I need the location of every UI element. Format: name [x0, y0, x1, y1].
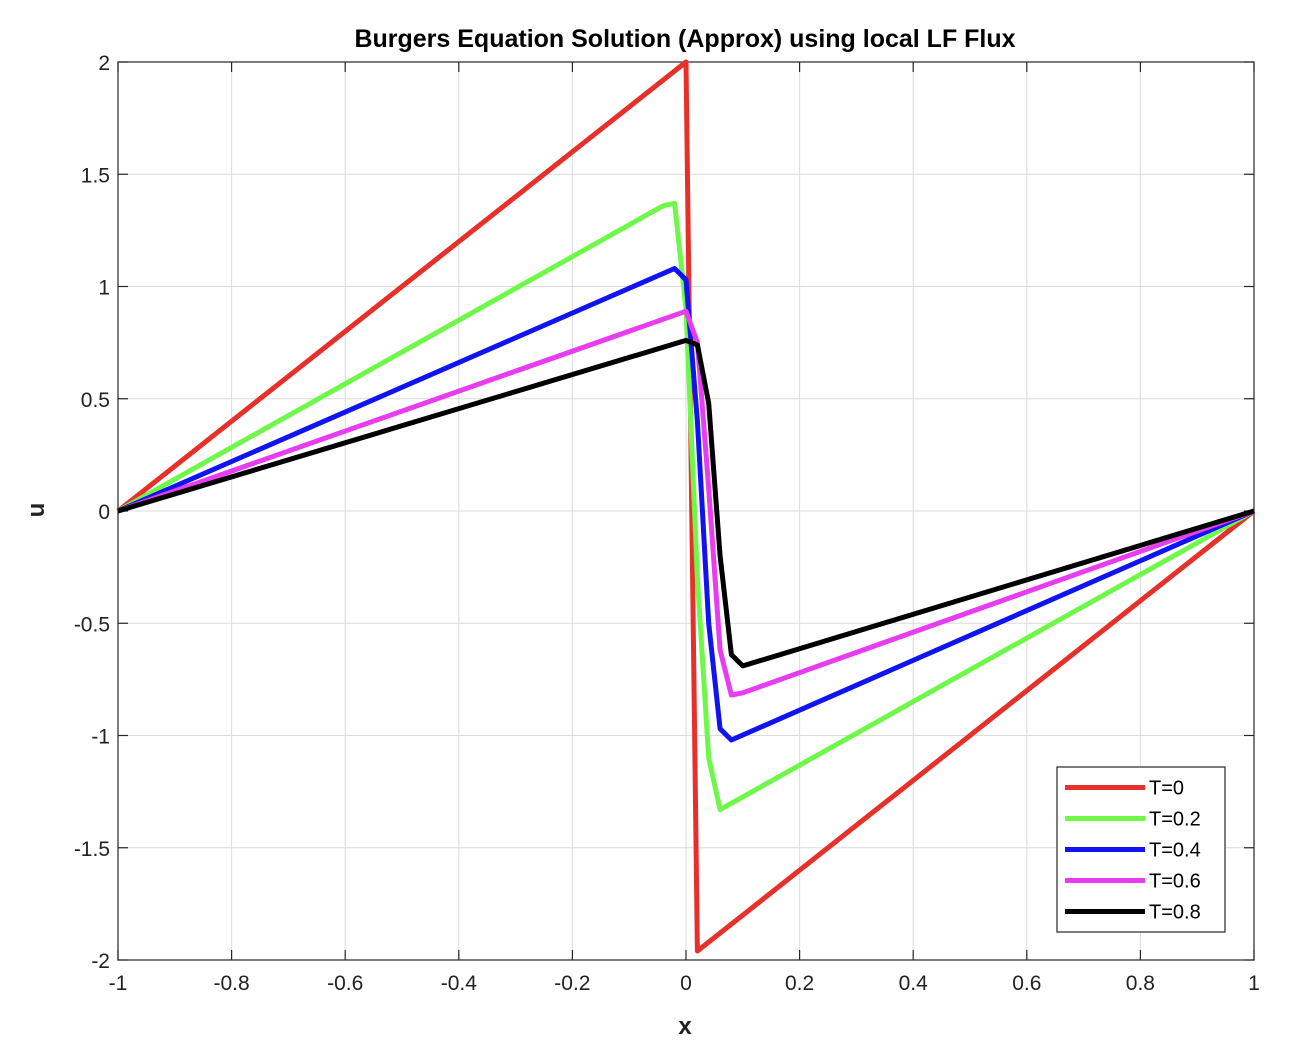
y-axis-label: u	[23, 503, 50, 518]
y-tick-label: -1.5	[74, 838, 110, 861]
x-tick-label: -1	[109, 972, 128, 995]
x-tick-label: -0.6	[327, 972, 363, 995]
chart-title: Burgers Equation Solution (Approx) using…	[354, 25, 1015, 53]
y-tick-label: -0.5	[74, 613, 110, 636]
legend-label-3: T=0.6	[1149, 871, 1201, 893]
x-tick-label: -0.4	[441, 972, 478, 995]
y-tick-label: 0.5	[81, 389, 110, 412]
x-tick-label: -0.2	[554, 972, 590, 995]
legend-label-4: T=0.8	[1149, 902, 1201, 924]
series-lines	[116, 59, 1256, 954]
legend-label-1: T=0.2	[1149, 809, 1201, 831]
y-tick-label: 1.5	[81, 164, 110, 187]
series-line-1	[116, 200, 1256, 813]
series-line-3	[117, 308, 1255, 698]
legend-label-2: T=0.4	[1149, 840, 1201, 862]
y-tick-label: 0	[98, 501, 110, 524]
x-tick-label: 0.2	[785, 972, 814, 995]
legend-label-0: T=0	[1149, 778, 1184, 800]
series-line-2	[117, 266, 1256, 743]
y-tick-label: -1	[91, 726, 110, 749]
x-axis-label: x	[678, 1013, 692, 1040]
x-tick-label: -0.8	[214, 972, 250, 995]
y-tick-label: -2	[91, 950, 110, 973]
legend: T=0 T=0.2 T=0.4 T=0.6 T=0.8	[1056, 766, 1226, 933]
series-line-4	[117, 337, 1255, 669]
x-tick-label: 0	[680, 972, 692, 995]
y-tick-label: 2	[98, 52, 110, 75]
axis-ticks: -1 -0.8 -0.6 -0.4 -0.2 0 0.2 0.4 0.6 0.8 1 -2 -1.5 -1…	[74, 52, 1260, 995]
x-tick-label: 1	[1248, 972, 1260, 995]
x-tick-label: 0.8	[1126, 972, 1155, 995]
x-tick-label: 0.6	[1012, 972, 1041, 995]
x-tick-label: 0.4	[899, 972, 929, 995]
y-tick-label: 1	[98, 277, 110, 300]
series-line-0	[116, 59, 1256, 954]
